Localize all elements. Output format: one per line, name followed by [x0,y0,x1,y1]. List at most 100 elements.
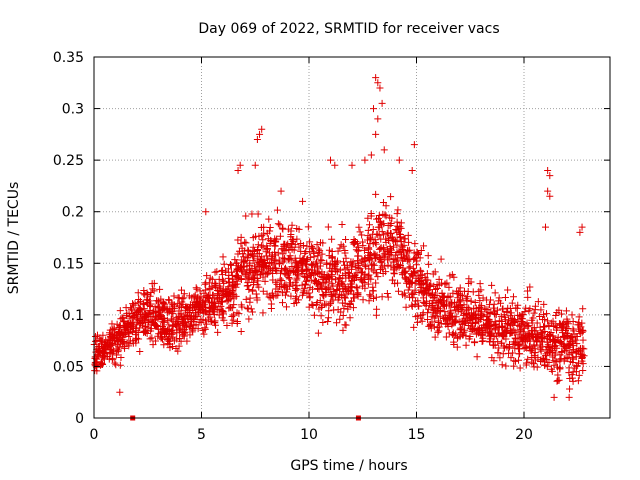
data-point [530,352,538,360]
data-point [189,301,197,309]
plot-frame [93,56,611,419]
data-point [229,278,237,286]
data-point [539,311,547,319]
data-point [376,84,384,92]
data-point [364,280,372,288]
data-point [303,277,311,285]
data-point [568,311,576,319]
data-point [476,280,484,288]
x-tick-label: 20 [515,427,533,443]
data-point [552,321,560,329]
data-point [282,264,290,272]
data-point [366,291,374,299]
data-point [506,305,514,313]
data-point [194,293,202,301]
data-point [111,359,119,367]
data-point [285,275,293,283]
data-point [565,343,573,351]
data-point [170,292,178,300]
data-point [359,242,367,250]
data-point [453,343,461,351]
data-point [188,325,196,333]
data-point [146,292,154,300]
data-point [542,223,549,231]
data-point [579,366,587,374]
data-point [227,261,235,269]
data-point [134,299,142,307]
data-point [152,337,160,345]
data-point [390,243,398,251]
data-point [377,258,385,266]
data-point [568,371,576,379]
data-point [438,293,446,301]
data-point [242,212,250,220]
data-point [306,271,314,279]
data-point [546,172,554,180]
data-point [289,281,297,289]
data-point [417,314,425,322]
data-point [147,327,155,335]
data-point [379,231,387,239]
data-point [369,260,377,268]
data-point [477,286,485,294]
data-point [180,315,188,323]
x-tick-label: 15 [408,427,426,443]
data-point [379,245,387,253]
data-point [149,341,157,349]
data-point [569,377,577,385]
data-point [295,225,303,233]
data-point [543,355,551,363]
plot-border [93,56,611,419]
data-point [511,315,519,323]
data-point [308,243,316,251]
data-point [116,361,124,369]
data-point [575,371,583,379]
data-point [339,312,347,320]
data-point [396,223,404,231]
data-point [475,291,483,299]
data-point [178,295,186,303]
data-point [505,316,513,324]
data-point [578,319,586,327]
data-point [135,296,143,304]
data-point [163,316,171,324]
data-point [418,289,426,297]
data-point [302,260,310,268]
data-point [569,317,577,325]
data-point [342,254,350,262]
data-point [93,367,101,375]
data-point [464,321,472,329]
data-point [266,223,274,231]
data-point [432,309,440,317]
data-point [220,279,228,287]
data-point [578,353,586,361]
data-point [441,280,449,288]
data-point [554,371,562,379]
data-point [169,307,177,315]
data-point [165,321,173,329]
data-point [361,156,369,164]
data-point [267,300,275,308]
data-point [572,368,580,376]
data-point [202,293,210,301]
data-point [393,210,401,218]
data-point [384,248,392,256]
data-point [452,313,460,321]
data-point [272,264,280,272]
data-point [579,336,587,344]
data-point [524,322,532,330]
data-point [372,311,380,319]
data-point [547,329,555,337]
data-point [273,206,281,214]
data-point [530,309,538,317]
data-point [220,316,228,324]
data-point [327,156,334,164]
data-point [249,257,257,265]
data-point [140,305,148,313]
data-point [365,274,373,282]
data-point [227,261,235,269]
data-point [380,146,388,154]
data-point [393,264,401,272]
data-point [515,350,523,358]
data-point [320,292,328,300]
